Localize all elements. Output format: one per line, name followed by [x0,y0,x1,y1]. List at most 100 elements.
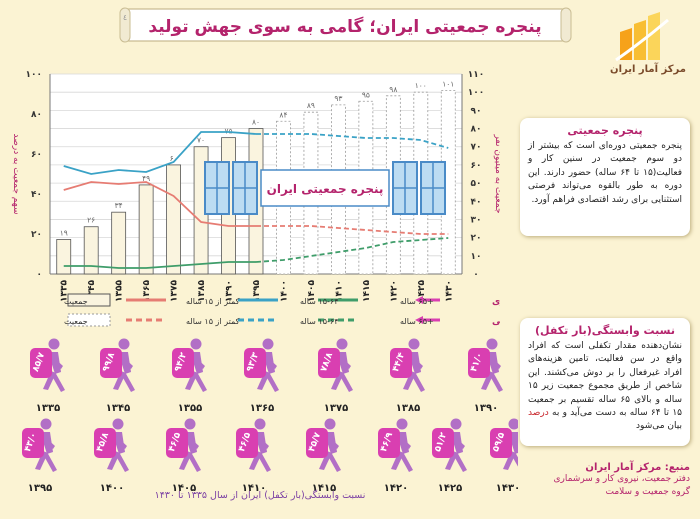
y-tick-right: ۵۰ [471,179,482,189]
y-axis-left-title: سهم جمعیت به درصد [11,134,21,215]
info-card-window-term: پنجره جمعیتی [629,141,682,151]
dependency-year: ۱۴۰۵ [172,483,196,494]
walker-arm [186,436,199,449]
population-bar [440,89,456,275]
population-label: ۲۶ [87,216,95,225]
walker-icon [391,418,413,472]
population-bar [138,184,154,275]
logo-name: مرکز آمار ایران [610,64,686,75]
walker-backpack [22,428,44,458]
info-card-dependency-text-end: بیان می‌شود [636,421,682,432]
walker-head [486,338,498,350]
walker-head [254,418,266,430]
walker-backpack [468,348,490,378]
dependency-year: ۱۳۴۵ [106,403,130,414]
walker-leg-front [340,372,353,392]
y-axis-right-title: جمعیت به میلیون نفر [493,133,500,213]
legend-arrow-icon [415,296,440,304]
x-tick: ۱۳۶۵ [142,280,152,302]
x-tick: ۱۳۵۵ [115,280,125,302]
walker-head [190,338,202,350]
walker-arm [264,356,277,369]
walker-head [112,418,124,430]
window-illustration: پنجره جمعیتی ایران [204,161,446,215]
x-tick: ۱۴۲۰ [389,280,399,302]
walker-backpack [306,428,328,458]
walker-backpack [432,428,454,458]
info-card-window: پنجره جمعیتی پنجره جمعیتی دوره‌ای است که… [520,118,690,236]
population-bar [56,239,72,275]
logo-bars-icon [615,12,669,62]
legend-title: سرشماری [492,297,500,307]
legend-bar-swatch [67,293,111,307]
walker-head [118,338,130,350]
series-line-projection [255,237,449,263]
dependency-caption: نسبت وابستگی(بار تکفل) ایران از سال ۱۳۳۵… [154,490,366,501]
y-tick-right: ۱۰۰ [468,88,484,98]
walker-arm [114,436,127,449]
y-tick-right: ۱۱۰ [468,70,484,80]
y-tick-right: ۶۰ [471,161,482,171]
walker-leg-front [116,452,129,472]
dependency-year: ۱۴۳۰ [496,483,518,494]
y-tick-right: ۳۰ [471,215,482,225]
walker-head [336,338,348,350]
y-tick-right: ۴۰ [471,197,482,207]
walker-arm [256,436,269,449]
window-label-box [260,169,390,207]
walker-head [450,418,462,430]
walker-backpack [236,428,258,458]
y-tick-right: ۹۰ [471,106,482,116]
info-card-window-body: پنجره جمعیتی دوره‌ای است که بیشتر از دو … [528,140,682,207]
population-label: ۹۵ [362,90,370,99]
walker-head [508,418,518,430]
window-label: پنجره جمعیتی ایران [267,182,384,196]
walker-leg-back [319,451,332,470]
legend-label: ۱۵-۶۴ ساله [300,297,339,306]
population-bar [111,211,127,275]
walker-arm [326,436,339,449]
population-chart: ۰ ۱۰ ۲۰ ۳۰ ۴۰ ۵۰ ۶۰ ۷۰ ۸۰ ۹۰ ۱۰۰ ۱۱۰ ۰ ۲۰ ۴۰ ۶۰ ۸۰ ۱۰۰ سهم… [11,70,500,327]
walker-arm [452,436,465,449]
legend-arrow-icon [415,316,440,324]
y-tick-left: ۰ [37,270,43,280]
walker-backpack [30,348,52,378]
population-label: ۹۸ [389,85,397,94]
walker-leg-back [179,451,192,470]
x-tick: ۱۴۱۰ [334,280,344,302]
x-tick: ۱۴۰۰ [279,280,289,302]
walker-head [40,418,52,430]
info-card-window-text: دوره‌ای است که بیشتر از دو سوم جمعیت در … [528,141,682,205]
walker-leg-back [249,451,262,470]
info-card-dependency: نسبت وابستگی(بار تکفل) نشان‌دهنده مقدار … [520,318,690,446]
x-tick: ۱۳۹۰ [225,280,235,302]
y-tick-right: ۷۰ [471,143,482,153]
x-tick: ۱۳۷۵ [170,280,180,302]
population-label: ۳۴ [115,201,123,210]
dependency-year: ۱۴۲۵ [438,483,462,494]
walker-leg-back [113,371,126,390]
legend-label: کمتر از ۱۵ ساله [186,297,240,306]
dependency-year: ۱۴۲۰ [384,483,408,494]
info-card-dependency-body: نشان‌دهنده مقدار تکفلی است که افراد واقع… [528,340,682,434]
x-tick: ۱۳۴۵ [87,280,97,302]
population-label: ۹۳ [334,94,342,103]
y-tick-left: ۸۰ [31,110,42,120]
walker-leg-back [391,451,404,470]
walker-arm [488,356,501,369]
walker-arm [192,356,205,369]
population-label: ۸۴ [279,110,287,119]
x-tick: ۱۴۲۵ [417,280,427,302]
x-tick: ۱۴۰۵ [307,280,317,302]
population-label: ۶۰ [170,154,178,163]
population-label: ۷۰ [197,136,205,145]
y-tick-right: ۰ [473,270,479,280]
population-label: ۸۰ [252,118,260,127]
